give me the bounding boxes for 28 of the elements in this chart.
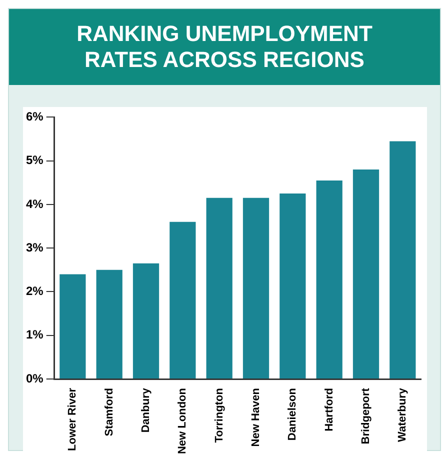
y-tick-label: 3%	[26, 240, 44, 254]
bar	[206, 198, 232, 379]
y-tick-label: 0%	[26, 371, 44, 386]
bar	[316, 180, 342, 379]
y-tick-label: 5%	[26, 153, 44, 168]
bar	[96, 270, 122, 379]
x-tick-label: Bridgeport	[360, 388, 372, 444]
x-tick-label: Stamford	[103, 388, 116, 436]
x-tick-label: Danbury	[140, 387, 152, 433]
x-tick-label: Lower River	[66, 387, 79, 451]
bar	[60, 274, 86, 379]
y-tick-label: 4%	[26, 196, 44, 211]
bar	[352, 170, 380, 379]
bar	[280, 194, 306, 379]
x-tick-label: Hartford	[323, 388, 336, 432]
bar	[132, 263, 160, 379]
bar	[170, 222, 196, 379]
bar	[242, 198, 270, 379]
y-tick-label: 1%	[26, 328, 44, 342]
y-tick-label: 6%	[26, 110, 44, 124]
x-tick-label: New London	[176, 388, 189, 454]
x-tick-label: New Haven	[250, 388, 262, 447]
bar	[390, 141, 416, 379]
chart-title: RANKING UNEMPLOYMENT RATES ACROSS REGIONS	[9, 9, 440, 85]
y-tick-label: 2%	[26, 284, 44, 298]
x-tick-label: Waterbury	[396, 387, 409, 442]
x-tick-label: Torrington	[213, 388, 226, 443]
x-tick-label: Danielson	[286, 388, 299, 441]
